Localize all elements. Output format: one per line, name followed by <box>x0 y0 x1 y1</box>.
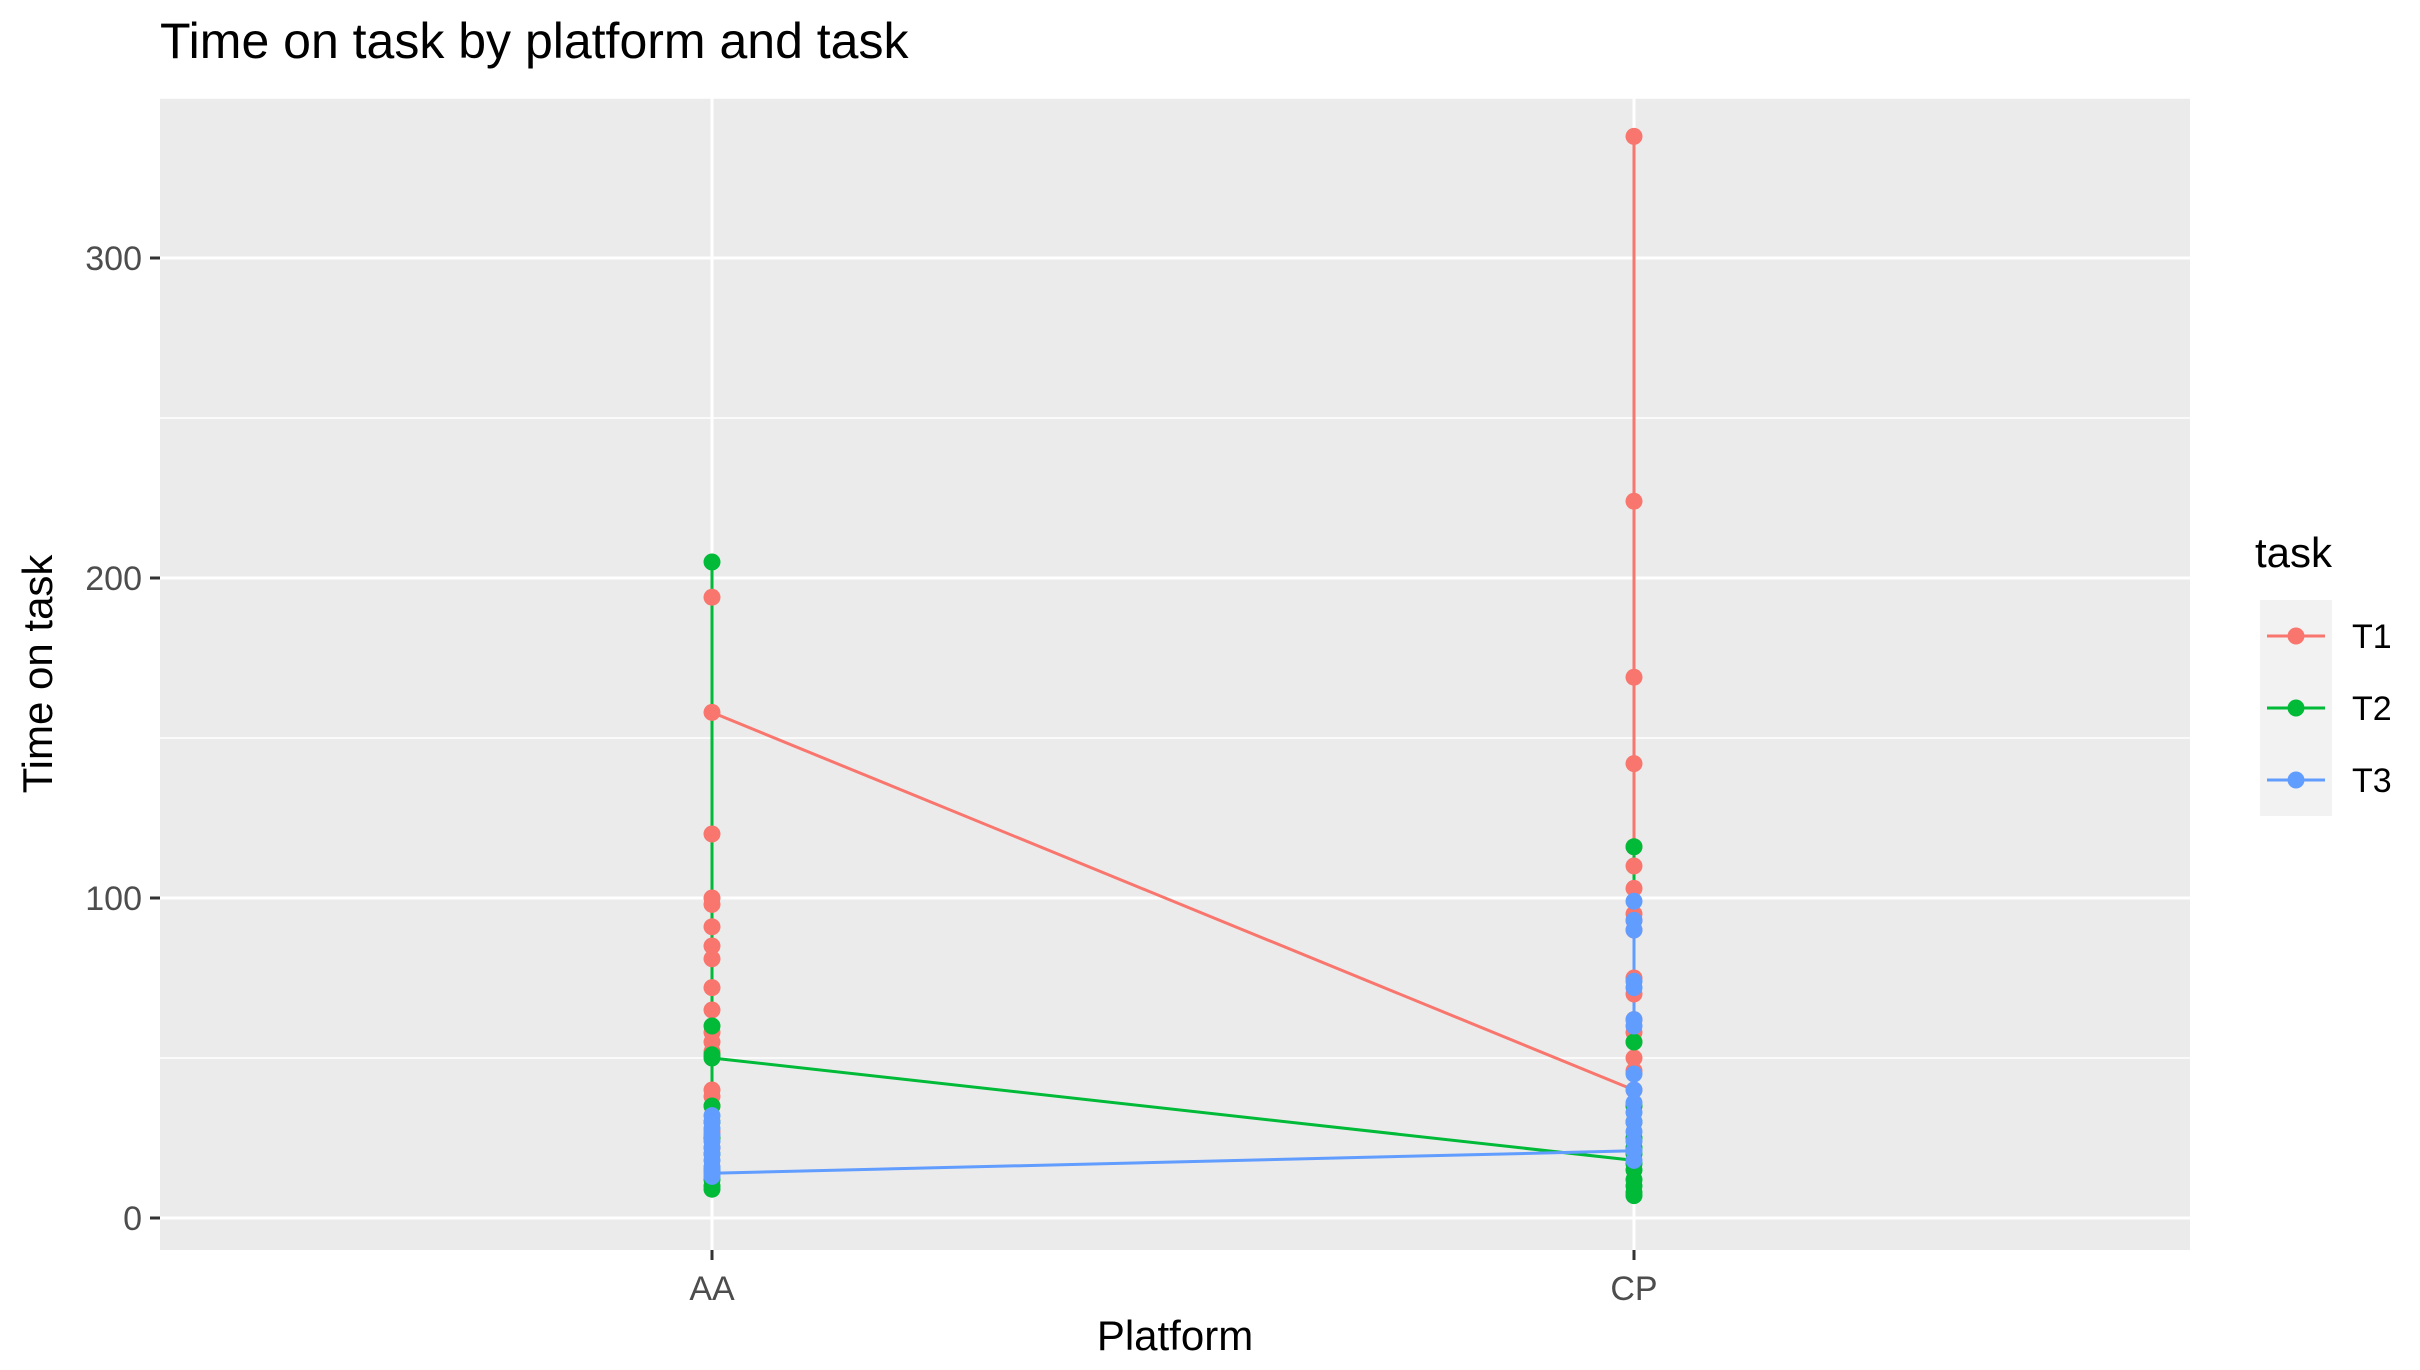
data-point-t1 <box>703 1001 721 1019</box>
data-point-t2 <box>1625 838 1643 856</box>
data-point-t3 <box>1625 1017 1643 1035</box>
data-point-t1 <box>1625 1049 1643 1067</box>
y-axis-title: Time on task <box>14 554 61 794</box>
data-point-t2 <box>703 1017 721 1035</box>
data-point-t3 <box>1625 979 1643 997</box>
data-point-t1 <box>1625 857 1643 875</box>
series-t1-line <box>711 711 1635 1092</box>
data-point-t1 <box>703 979 721 997</box>
y-tick-label: 300 <box>85 240 142 278</box>
x-axis-title: Platform <box>1097 1312 1253 1359</box>
data-point-t2 <box>1625 1033 1643 1051</box>
data-point-t2 <box>1625 1187 1643 1205</box>
data-point-t1 <box>1625 668 1643 686</box>
data-point-t1 <box>703 588 721 606</box>
data-point-t1 <box>1625 492 1643 510</box>
legend-key-point-t2 <box>2287 699 2305 717</box>
x-tick-label: CP <box>1610 1270 1657 1308</box>
data-point-t2 <box>703 1180 721 1198</box>
data-point-t3 <box>1625 921 1643 939</box>
y-axis: 0 100 200 300 <box>85 240 160 1238</box>
y-tick-label: 200 <box>85 560 142 598</box>
y-tick-label: 0 <box>123 1200 142 1238</box>
data-point-t1 <box>703 937 721 955</box>
x-tick-label: AA <box>689 1270 735 1308</box>
plot-panel <box>160 98 2190 1250</box>
data-point-t1 <box>1625 127 1643 145</box>
data-point-t3 <box>1625 1081 1643 1099</box>
series-points <box>703 127 1643 1205</box>
series-t2-line <box>711 1056 1635 1162</box>
data-point-t1 <box>703 703 721 721</box>
data-point-t3 <box>1625 892 1643 910</box>
legend-title: task <box>2255 529 2333 576</box>
legend-label-t2: T2 <box>2352 690 2392 728</box>
legend: task T1 T2 T3 <box>2255 529 2392 816</box>
data-point-t3 <box>1625 1151 1643 1169</box>
data-point-t1 <box>703 895 721 913</box>
series-t3-line <box>711 1149 1635 1175</box>
data-point-t1 <box>1625 755 1643 773</box>
data-point-t3 <box>703 1167 721 1185</box>
data-point-t1 <box>703 918 721 936</box>
data-point-t2 <box>703 1049 721 1067</box>
data-point-t1 <box>703 950 721 968</box>
chart-title: Time on task by platform and task <box>160 13 909 69</box>
legend-label-t1: T1 <box>2352 618 2392 656</box>
y-tick-label: 100 <box>85 880 142 918</box>
data-point-t1 <box>1625 879 1643 897</box>
data-point-t1 <box>703 825 721 843</box>
legend-key-point-t1 <box>2287 627 2305 645</box>
legend-key-point-t3 <box>2287 771 2305 789</box>
x-axis: AA CP <box>689 1250 1658 1308</box>
data-point-t2 <box>703 553 721 571</box>
legend-label-t3: T3 <box>2352 762 2392 800</box>
data-point-t3 <box>1625 1065 1643 1083</box>
